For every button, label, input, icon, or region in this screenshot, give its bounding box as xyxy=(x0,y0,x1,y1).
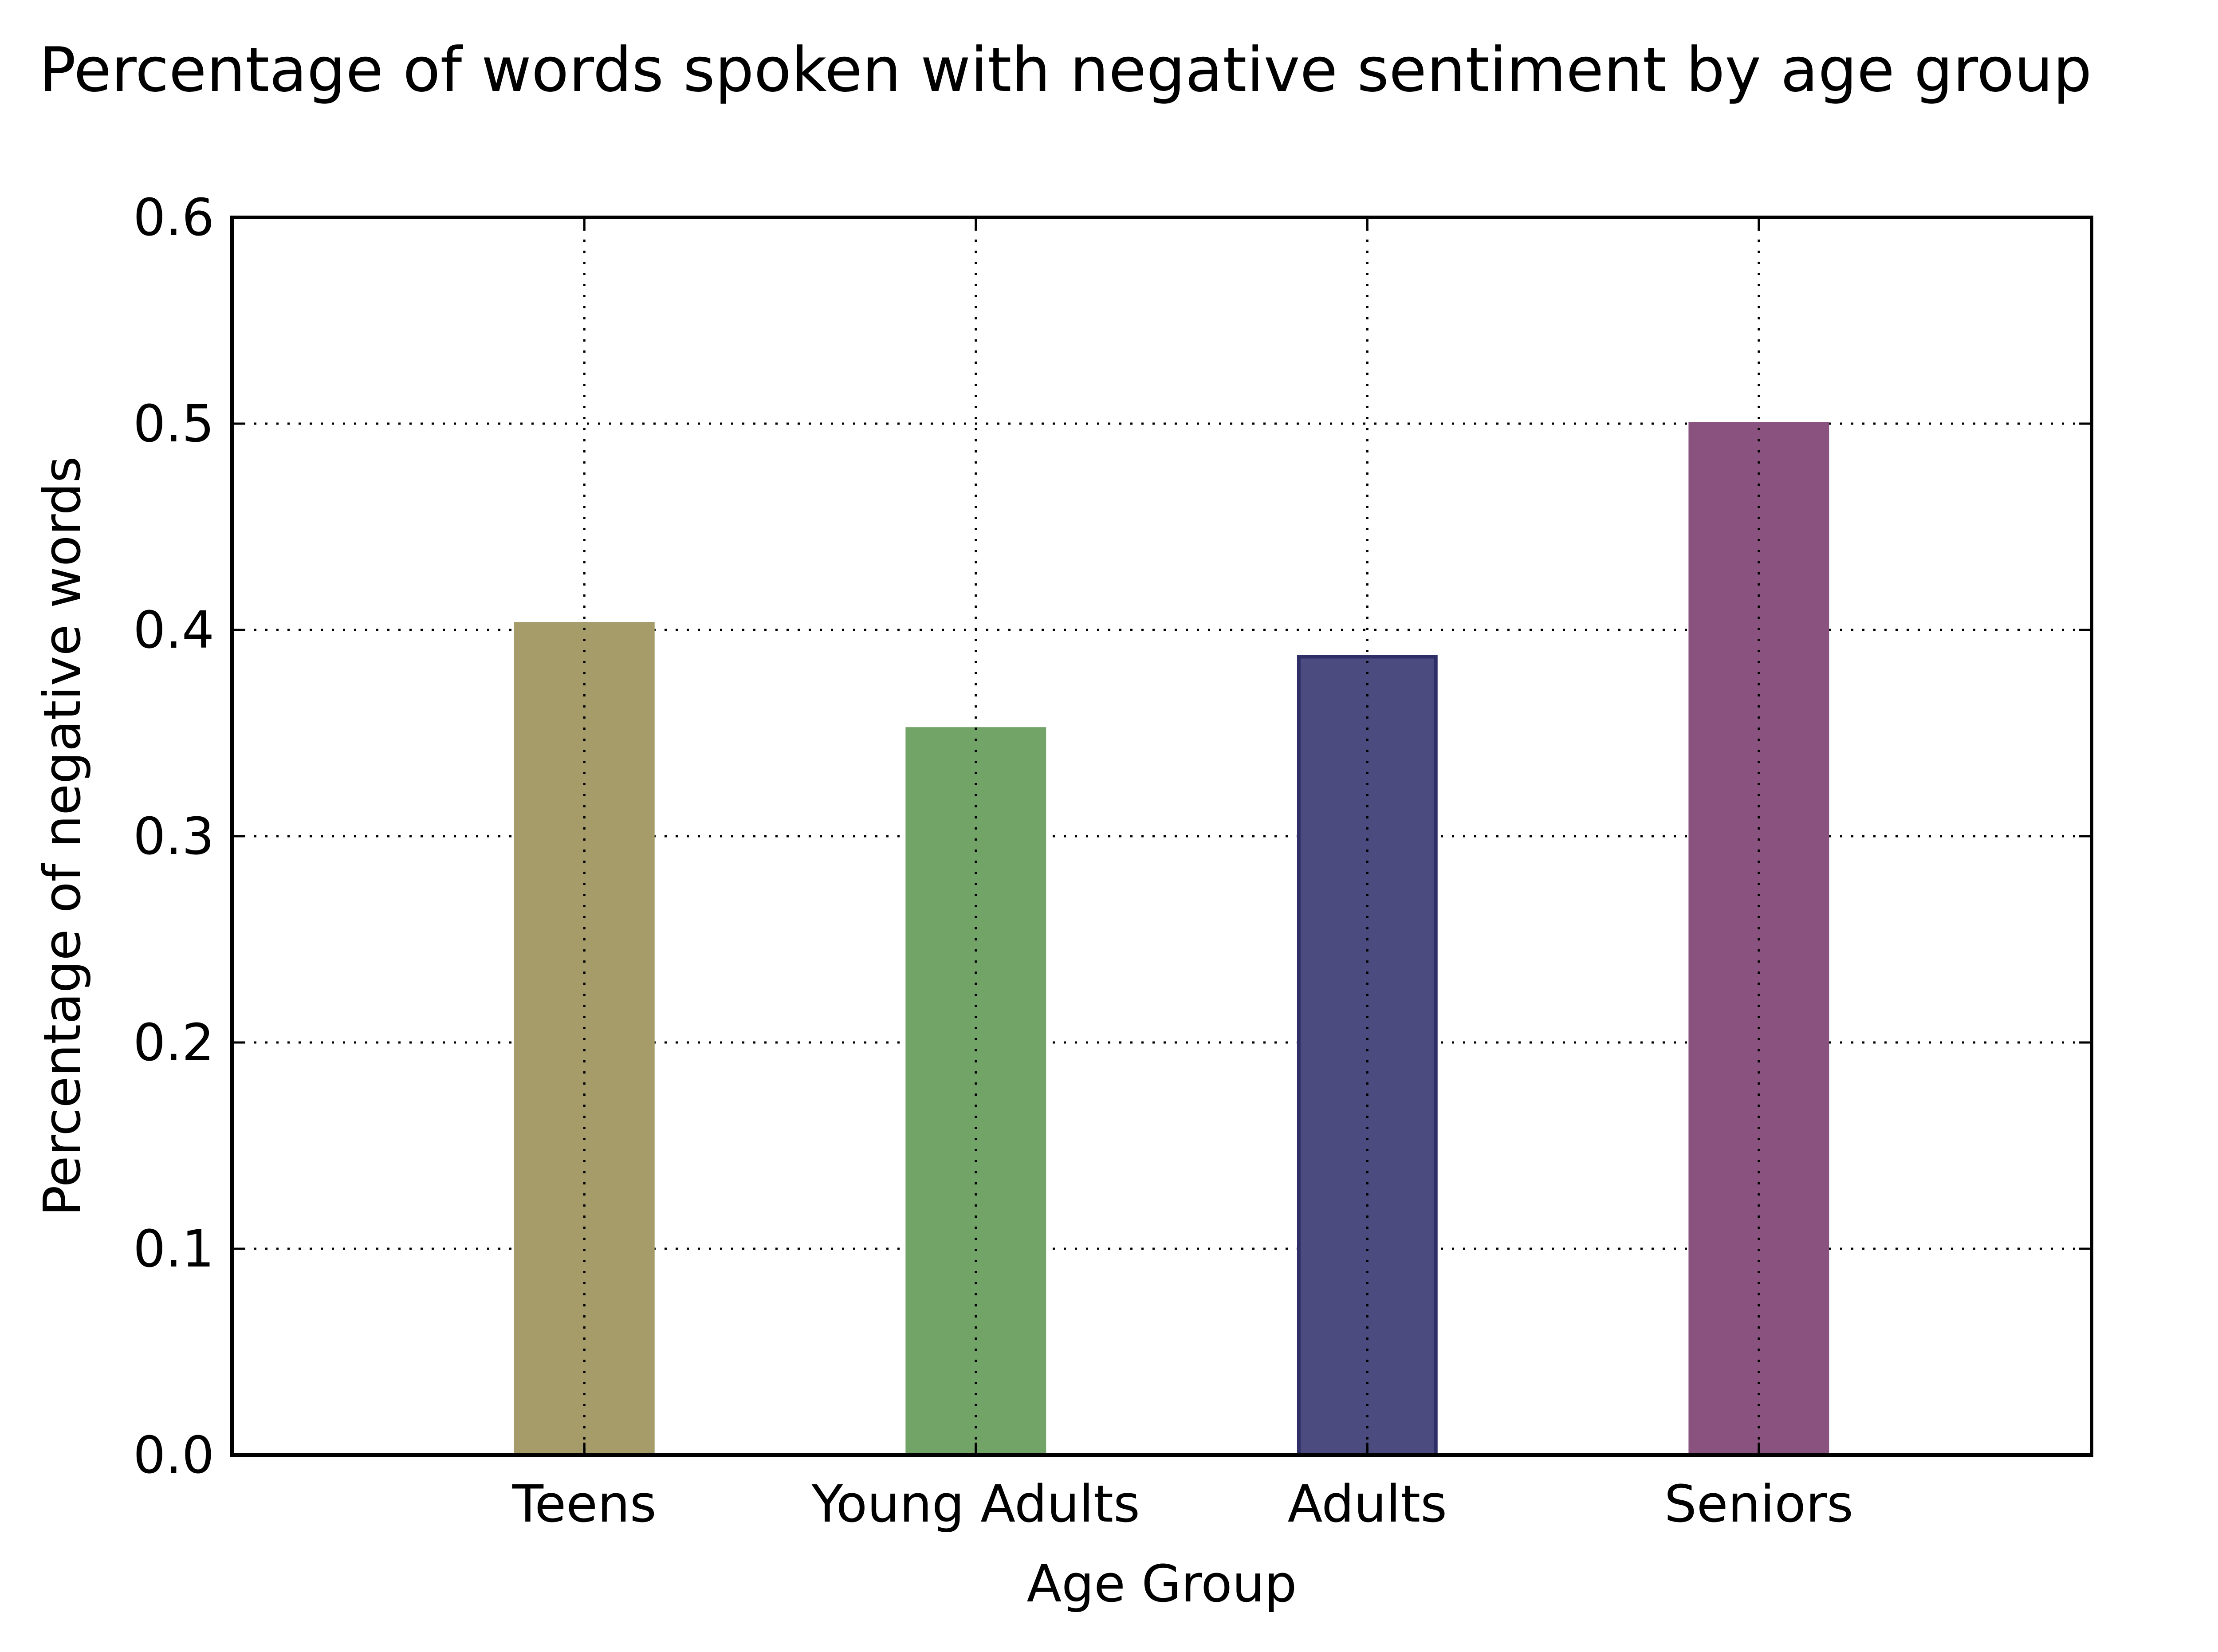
y-tick-label: 0.2 xyxy=(133,1013,214,1073)
x-axis-label: Age Group xyxy=(1026,1554,1297,1614)
x-grid-lines xyxy=(583,217,1760,1455)
y-tick-label: 0.0 xyxy=(133,1426,214,1485)
x-tick-label: Young Adults xyxy=(811,1475,1140,1534)
x-tick-label: Adults xyxy=(1288,1475,1447,1534)
y-tick-label: 0.3 xyxy=(133,807,214,866)
y-tick-labels: 0.0 0.1 0.2 0.3 0.4 0.5 0.6 xyxy=(133,188,214,1485)
plot-area-frame xyxy=(230,216,2093,1457)
y-tick-label: 0.6 xyxy=(133,188,214,248)
chart-title: Percentage of words spoken with negative… xyxy=(39,34,2092,106)
bar-young-adults xyxy=(905,727,1046,1457)
y-tick-label: 0.1 xyxy=(133,1219,214,1279)
x-tick-label: Seniors xyxy=(1664,1475,1853,1534)
x-tick-labels: Teens Young Adults Adults Seniors xyxy=(512,1475,1853,1534)
y-tick-label: 0.4 xyxy=(133,601,214,660)
x-tick-label: Teens xyxy=(512,1475,657,1534)
bar-adults xyxy=(1297,655,1438,1457)
bars xyxy=(514,422,1829,1457)
y-tick-label: 0.5 xyxy=(133,394,214,454)
y-axis-label: Percentage of negative words xyxy=(33,456,92,1216)
